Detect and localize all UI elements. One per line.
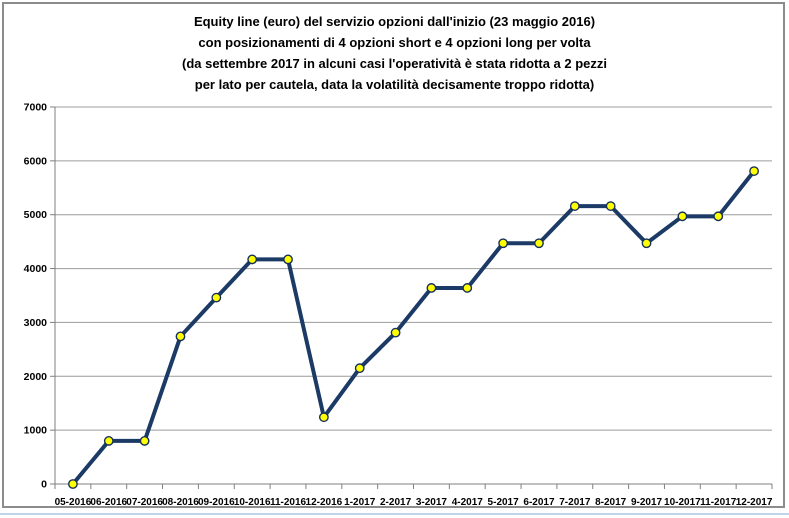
x-axis-label: 09-2016 <box>198 497 235 508</box>
x-axis-label: 3-2017 <box>416 497 448 508</box>
data-point-marker <box>462 283 473 293</box>
data-point-marker <box>354 363 365 374</box>
data-point-marker <box>713 211 724 222</box>
chart-title: Equity line (euro) del servizio opzioni … <box>0 11 789 95</box>
x-axis-label: 1-2017 <box>344 497 376 508</box>
y-axis-label: 3000 <box>24 317 48 329</box>
bottom-divider-line <box>0 513 789 515</box>
y-axis-label: 4000 <box>24 263 48 275</box>
x-axis-label: 11-2016 <box>270 497 307 508</box>
data-point-marker <box>68 479 78 489</box>
x-axis-label: 07-2016 <box>126 497 163 508</box>
x-axis-label: 8-2017 <box>595 497 627 508</box>
data-point-marker <box>139 436 150 446</box>
data-point-marker <box>749 166 759 176</box>
chart-frame <box>2 2 785 508</box>
data-point-marker <box>498 238 509 249</box>
x-axis-label: 5-2017 <box>488 497 520 508</box>
data-point-marker <box>318 412 329 423</box>
data-point-marker <box>426 283 437 293</box>
y-axis-label: 7000 <box>24 102 48 114</box>
chart-title-line-3: (da settembre 2017 in alcuni casi l'oper… <box>181 56 608 71</box>
x-axis-label: 05-2016 <box>55 497 92 508</box>
x-axis-label: 7-2017 <box>559 497 591 508</box>
x-axis-label: 9-2017 <box>631 497 663 508</box>
x-axis-label: 2-2017 <box>380 497 412 508</box>
x-axis-label: 10-2016 <box>234 497 271 508</box>
y-axis-label: 6000 <box>24 155 48 167</box>
data-point-marker <box>677 211 688 222</box>
data-point-marker <box>175 331 186 342</box>
x-axis-label: 10-2017 <box>664 497 701 508</box>
data-point-marker <box>534 238 544 249</box>
data-point-marker <box>605 201 616 211</box>
data-point-marker <box>283 254 293 265</box>
x-axis-label: 4-2017 <box>452 497 484 508</box>
chart-title-line-4: per lato per cautela, data la volatilità… <box>194 77 595 92</box>
y-axis-label: 0 <box>41 479 47 491</box>
x-axis-label: 08-2016 <box>162 497 199 508</box>
x-axis-label: 6-2017 <box>523 497 555 508</box>
data-point-marker <box>390 327 401 338</box>
data-point-marker <box>247 254 258 265</box>
chart-title-line-1: Equity line (euro) del servizio opzioni … <box>193 14 596 29</box>
x-axis-label: 12-2017 <box>736 497 773 508</box>
data-point-marker <box>641 238 652 249</box>
x-axis-label: 11-2017 <box>700 497 737 508</box>
data-point-marker <box>103 436 114 446</box>
y-axis-label: 2000 <box>24 371 48 383</box>
data-point-marker <box>211 292 222 303</box>
equity-series-line <box>70 169 757 486</box>
y-axis-label: 5000 <box>24 209 48 221</box>
y-axis-label: 1000 <box>24 425 48 437</box>
data-point-marker <box>569 201 580 211</box>
x-axis-label: 06-2016 <box>90 497 127 508</box>
x-axis-label: 12-2016 <box>306 497 343 508</box>
chart-title-line-2: con posizionamenti di 4 opzioni short e … <box>198 35 591 50</box>
